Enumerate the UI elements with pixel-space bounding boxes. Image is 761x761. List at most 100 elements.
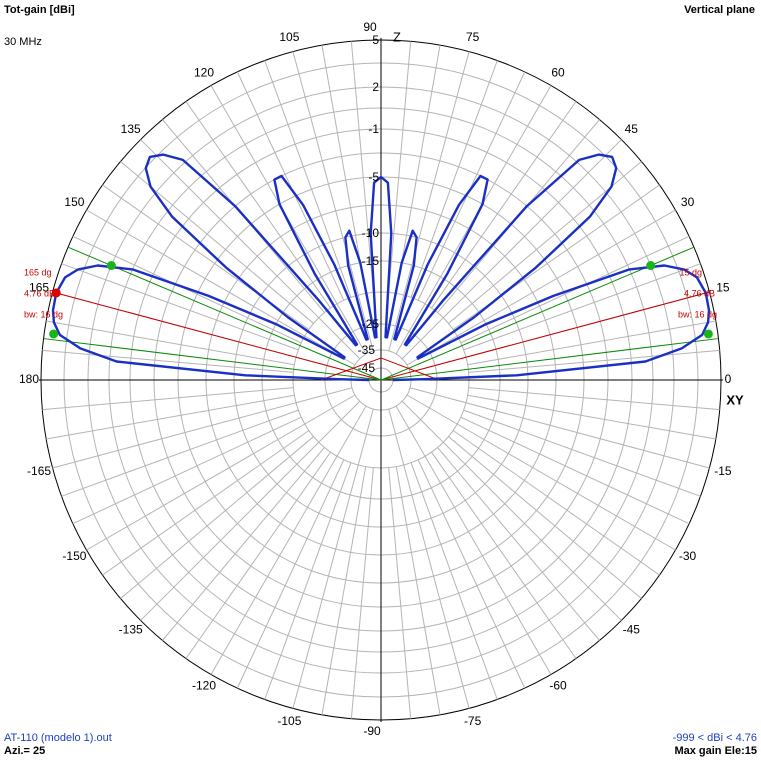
angle-tick-label: 180: [19, 372, 39, 386]
beamwidth-line: [380, 338, 719, 381]
grid-spoke: [417, 71, 526, 301]
angle-tick-label: 45: [625, 122, 639, 136]
angle-tick-label: 105: [279, 30, 299, 44]
azimuth-label: Azi.= 25: [4, 745, 46, 757]
grid-spoke: [463, 263, 701, 351]
angle-tick-label: 150: [64, 195, 84, 209]
radial-tick-label: -5: [368, 170, 379, 184]
grid-spoke: [162, 447, 325, 641]
beamwidth-dot: [646, 261, 656, 271]
angle-tick-label: -30: [679, 549, 697, 563]
grid-spoke: [86, 394, 356, 551]
grid-spoke: [460, 416, 690, 525]
grid-spoke: [468, 349, 720, 373]
grid-spoke: [102, 430, 310, 576]
grid-spoke: [140, 139, 361, 360]
beamwidth-line: [43, 338, 382, 381]
left-angle-marker-label: 165 dg: [24, 267, 52, 277]
angle-tick-label: -120: [192, 679, 216, 693]
radial-tick-label: -15: [362, 254, 380, 268]
grid-spoke: [120, 436, 314, 599]
plane-label: Vertical plane: [684, 4, 755, 16]
grid-spoke: [406, 394, 676, 551]
grid-spoke: [448, 436, 642, 599]
grid-spoke: [395, 45, 441, 294]
grid-spoke: [409, 387, 710, 469]
radial-tick-label: -1: [368, 122, 379, 136]
beamwidth-line: [67, 246, 382, 381]
grid-spoke: [431, 101, 577, 309]
grid-spoke: [388, 51, 470, 352]
grid-spoke: [406, 209, 676, 366]
centre-marker: [320, 357, 440, 381]
grid-spoke: [236, 71, 345, 301]
grid-spoke: [401, 400, 622, 621]
chart-title: Tot-gain [dBi]: [4, 4, 75, 16]
pattern-layer: [49, 153, 713, 382]
angle-tick-label: -135: [119, 622, 143, 636]
grid-spoke: [185, 101, 331, 309]
grid-spoke: [61, 409, 299, 497]
grid-spoke: [437, 447, 600, 641]
radial-tick-label: 5: [372, 33, 379, 47]
grid-spoke: [46, 320, 295, 366]
grid-spoke: [321, 466, 367, 715]
right-angle-marker-label: 15 dg: [679, 267, 702, 277]
grid-spoke: [417, 459, 526, 689]
angle-tick-label: -105: [277, 714, 301, 728]
radial-tick-label: -25: [362, 317, 380, 331]
max-gain-dot: [51, 288, 61, 298]
z-axis-label: Z: [393, 29, 401, 44]
radial-tick-label: -45: [358, 361, 376, 375]
radial-tick-label: -10: [362, 226, 380, 240]
radiation-pattern-line: [51, 153, 711, 382]
grid-spoke: [236, 459, 345, 689]
max-gain-label: Max gain Ele:15: [674, 745, 757, 757]
angle-tick-label: 15: [716, 281, 730, 295]
angle-tick-label: 90: [363, 20, 377, 34]
grid-spoke: [210, 405, 367, 675]
grid-spoke: [321, 45, 367, 294]
radial-tick-label: 2: [372, 80, 379, 94]
right-gain-marker-label: 4.76 dB: [684, 288, 715, 298]
right-bw-marker-label: bw: 16 dg: [678, 309, 717, 319]
angle-tick-label: 60: [551, 66, 565, 80]
marker-lines: [43, 246, 719, 381]
beamwidth-dot: [49, 329, 59, 339]
angle-tick-label: 30: [681, 195, 695, 209]
left-gain-marker-label: 4.76 dB: [24, 288, 55, 298]
angle-tick-label: -150: [62, 549, 86, 563]
grid-spoke: [388, 41, 412, 293]
grid-spoke: [72, 416, 302, 525]
gain-range-label: -999 < dBi < 4.76: [672, 732, 757, 744]
beamwidth-line: [380, 246, 695, 381]
angle-tick-label: 0: [725, 372, 732, 386]
grid-spoke: [185, 451, 331, 659]
angle-tick-label: 135: [121, 122, 141, 136]
radial-tick-label: -35: [358, 343, 376, 357]
grid-spoke: [350, 467, 374, 719]
grid-spoke: [52, 387, 353, 469]
grid-spoke: [86, 209, 356, 366]
grid-spoke: [292, 51, 374, 352]
file-name: AT-110 (modelo 1).out: [4, 732, 112, 744]
grid-spoke: [467, 394, 716, 440]
grid-spoke: [140, 400, 361, 621]
beamwidth-dot: [703, 329, 713, 339]
grid-spoke: [452, 430, 660, 576]
grid-spoke: [395, 466, 441, 715]
grid-spoke: [410, 60, 498, 298]
max-gain-line: [380, 291, 710, 381]
angle-tick-label: -45: [623, 622, 641, 636]
angle-tick-label: 165: [29, 281, 49, 295]
angle-tick-label: 120: [194, 66, 214, 80]
grid-spoke: [431, 451, 577, 659]
grid-spoke: [350, 41, 374, 293]
polar-grid: [39, 38, 723, 722]
max-gain-line: [52, 291, 382, 381]
angle-tick-label: -90: [363, 724, 381, 738]
xy-axis-label: XY: [726, 392, 744, 407]
frequency-label: 30 MHz: [4, 36, 42, 48]
angle-tick-label: -75: [464, 714, 482, 728]
